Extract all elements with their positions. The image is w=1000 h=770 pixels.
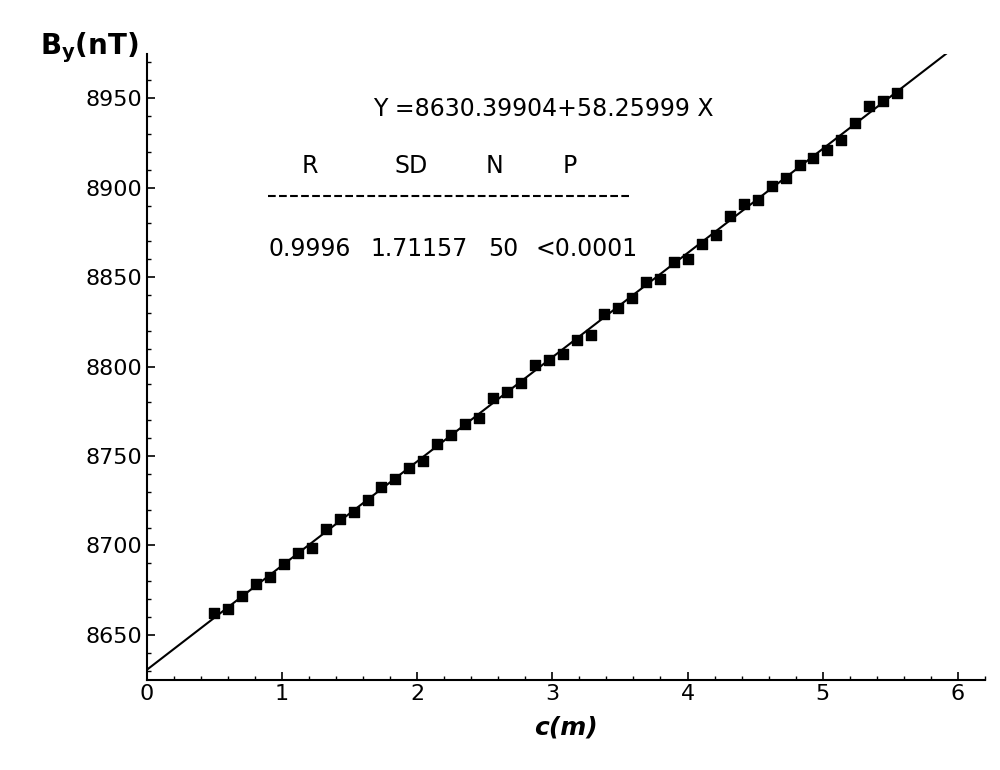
- Point: [401, 462, 417, 474]
- Point: [792, 159, 808, 171]
- Point: [875, 95, 891, 108]
- Point: [680, 253, 696, 265]
- Text: 1.71157: 1.71157: [370, 237, 468, 261]
- Text: $\mathbf{B_y(nT)}$: $\mathbf{B_y(nT)}$: [40, 31, 139, 65]
- Text: <0.0001: <0.0001: [536, 237, 638, 261]
- Point: [889, 87, 905, 99]
- Point: [360, 494, 376, 507]
- Point: [847, 116, 863, 129]
- Point: [569, 333, 585, 346]
- Point: [234, 590, 250, 602]
- Point: [624, 292, 640, 304]
- Point: [736, 198, 752, 210]
- Text: N: N: [486, 154, 503, 178]
- Point: [596, 308, 612, 320]
- Point: [304, 542, 320, 554]
- Text: SD: SD: [394, 154, 427, 178]
- Point: [346, 506, 362, 518]
- Point: [276, 558, 292, 571]
- Point: [332, 513, 348, 525]
- Point: [722, 209, 738, 222]
- Point: [206, 607, 222, 619]
- Point: [694, 238, 710, 250]
- Point: [415, 455, 431, 467]
- Point: [527, 358, 543, 370]
- Point: [583, 329, 599, 341]
- Point: [220, 602, 236, 614]
- Point: [764, 179, 780, 192]
- Point: [778, 172, 794, 184]
- Point: [666, 256, 682, 268]
- Point: [443, 429, 459, 441]
- Point: [541, 354, 557, 367]
- Point: [457, 417, 473, 430]
- Point: [373, 481, 389, 494]
- Point: [610, 302, 626, 314]
- Text: 50: 50: [488, 237, 518, 261]
- Text: 0.9996: 0.9996: [269, 237, 351, 261]
- Point: [262, 571, 278, 584]
- Point: [652, 273, 668, 286]
- Text: R: R: [302, 154, 318, 178]
- Point: [638, 276, 654, 288]
- Point: [318, 523, 334, 535]
- Point: [819, 144, 835, 156]
- Point: [248, 578, 264, 591]
- Point: [805, 152, 821, 165]
- Point: [708, 229, 724, 241]
- Point: [485, 392, 501, 404]
- Point: [833, 134, 849, 146]
- Point: [555, 347, 571, 360]
- Point: [861, 100, 877, 112]
- Point: [513, 377, 529, 389]
- Point: [471, 412, 487, 424]
- X-axis label: c(m): c(m): [534, 715, 598, 740]
- Point: [499, 386, 515, 398]
- Point: [429, 438, 445, 450]
- Point: [387, 473, 403, 485]
- Text: P: P: [563, 154, 577, 178]
- Point: [290, 547, 306, 560]
- Text: Y =8630.39904+58.25999 X: Y =8630.39904+58.25999 X: [373, 97, 713, 122]
- Point: [750, 194, 766, 206]
